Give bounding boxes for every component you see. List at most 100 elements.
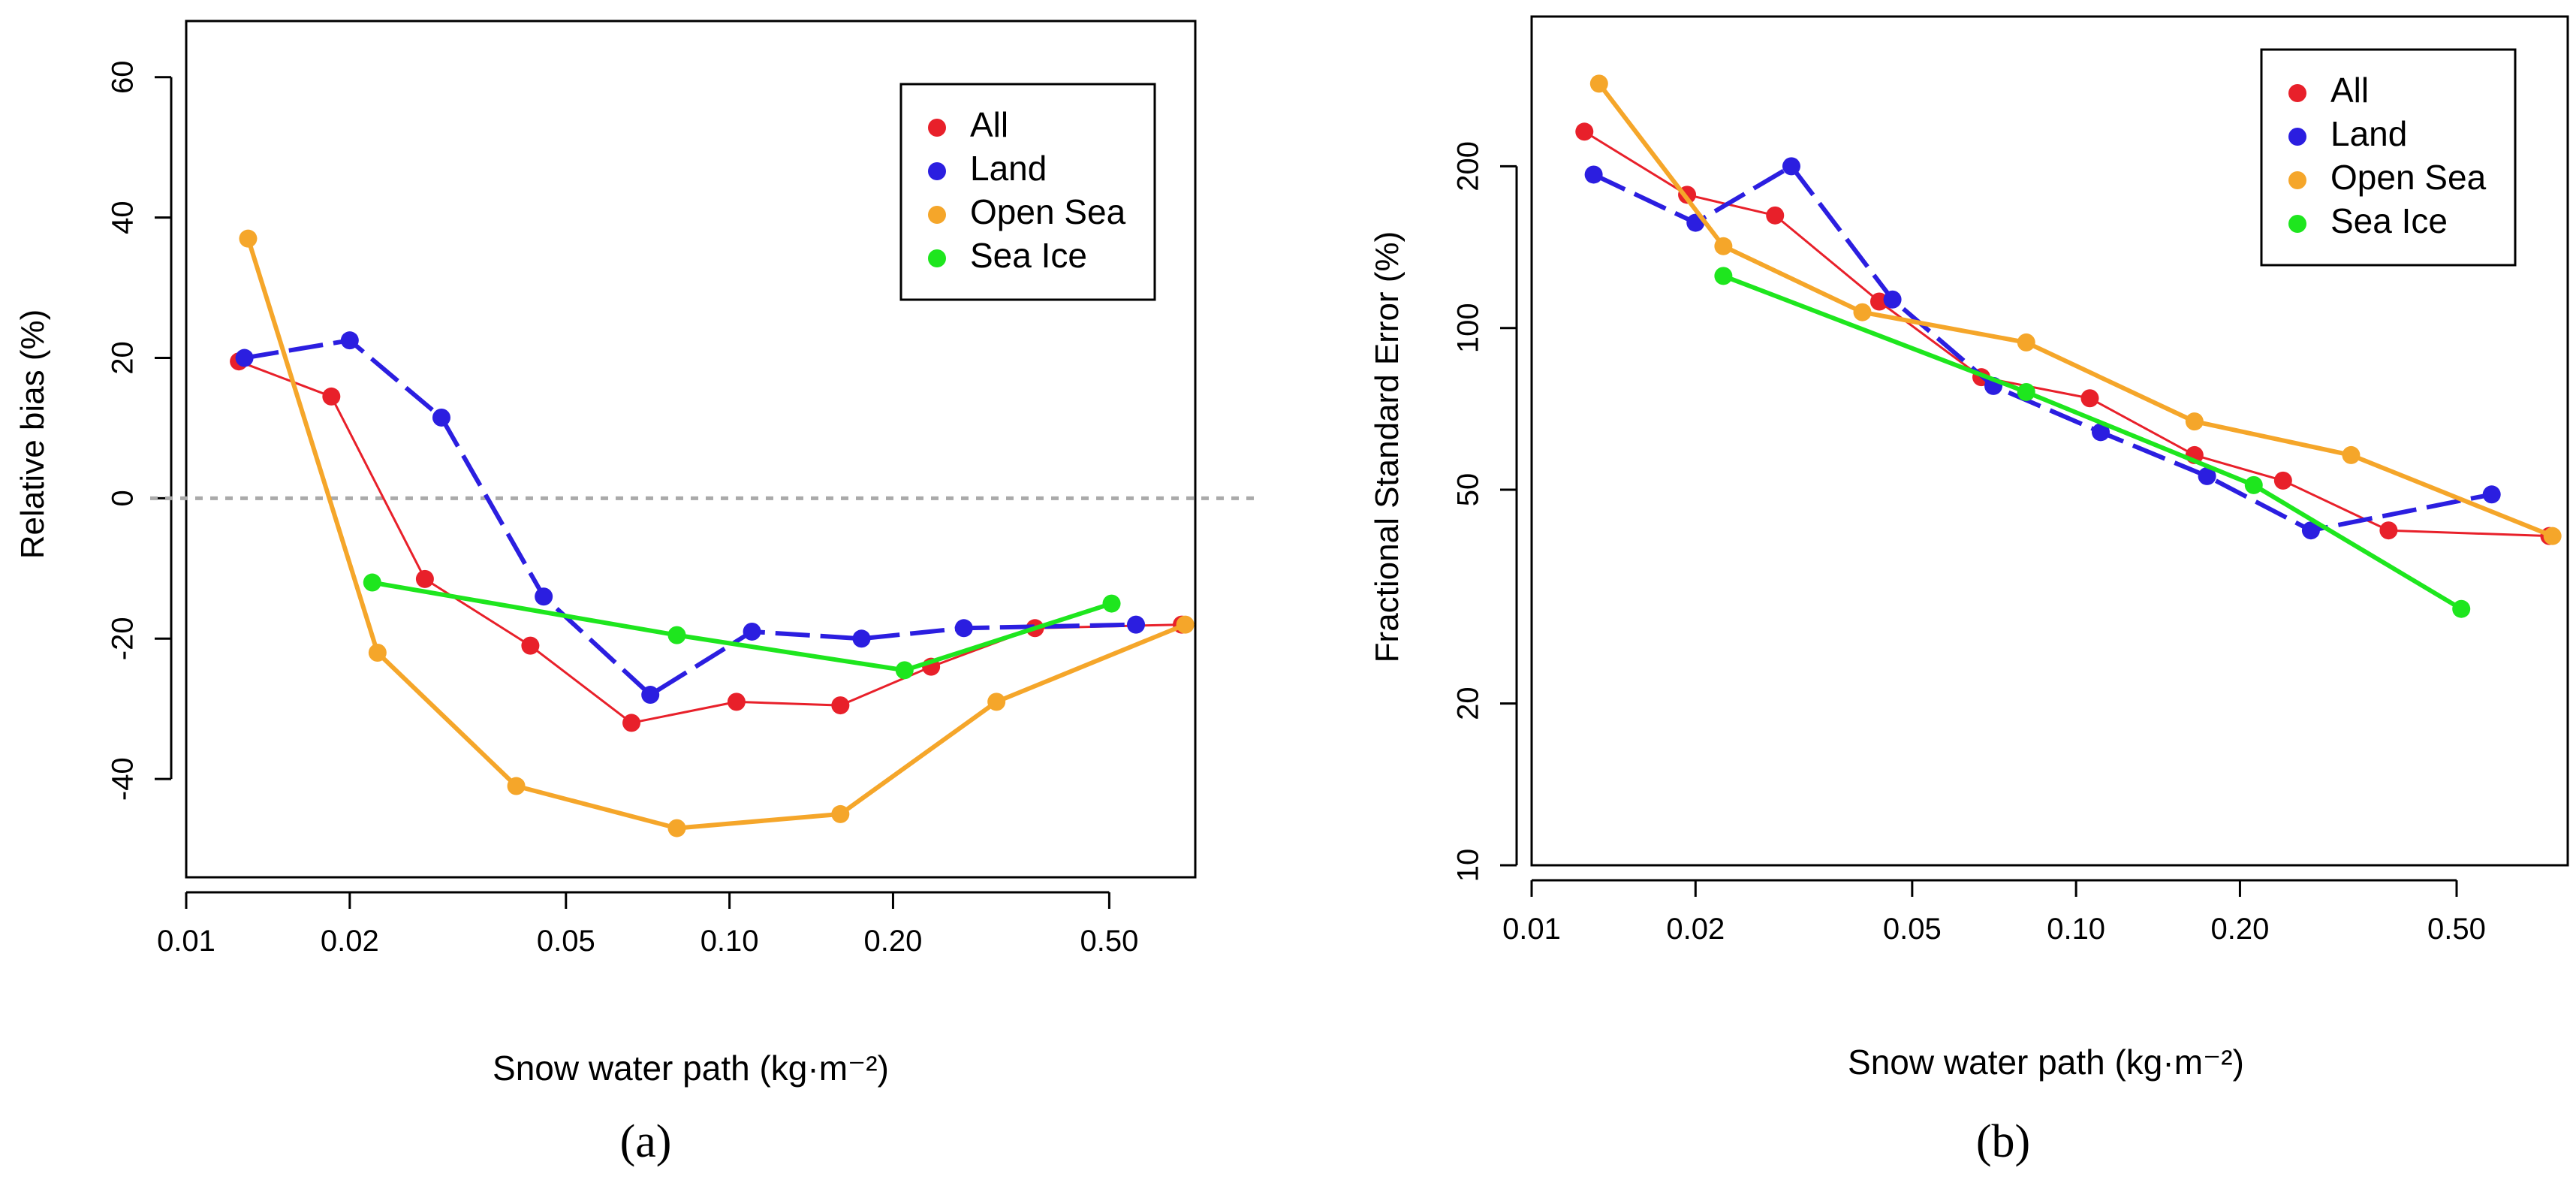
y-axis-label: Relative bias (%) xyxy=(14,309,51,560)
plot-frame xyxy=(185,20,1197,879)
y-tick-label: 20 xyxy=(1452,687,1485,720)
data-point-open-sea xyxy=(667,819,686,837)
data-point-sea-ice xyxy=(1714,267,1733,285)
data-point-land xyxy=(2301,521,2320,540)
y-tick-label: 50 xyxy=(1452,473,1485,507)
legend-label-all: All xyxy=(2330,71,2369,110)
data-point-open-sea xyxy=(239,229,258,248)
data-point-open-sea xyxy=(2185,412,2204,431)
data-point-sea-ice xyxy=(895,661,914,680)
x-tick-label: 0.20 xyxy=(864,925,923,958)
panel-label: (b) xyxy=(1976,1116,2030,1167)
data-point-land xyxy=(432,408,450,427)
data-point-land xyxy=(340,331,359,350)
data-point-land xyxy=(954,619,973,638)
data-point-land xyxy=(235,349,254,367)
data-point-land xyxy=(1127,615,1146,634)
data-point-land xyxy=(2482,485,2501,504)
data-point-open-sea xyxy=(2342,445,2361,464)
series-line-land xyxy=(244,338,1137,698)
series-line-sea-ice xyxy=(372,580,1113,673)
x-axis-label: Snow water path (kg·m⁻²) xyxy=(1848,1043,2244,1082)
x-tick-label: 0.01 xyxy=(157,925,215,958)
data-point-land xyxy=(852,629,871,648)
data-point-sea-ice xyxy=(1102,594,1121,613)
x-tick-label: 0.05 xyxy=(1883,913,1942,946)
legend-marker-open-sea xyxy=(2288,171,2306,189)
data-point-all xyxy=(521,636,540,655)
data-point-all xyxy=(831,696,850,715)
data-point-land xyxy=(2198,466,2216,485)
data-point-land xyxy=(641,686,660,705)
y-tick-label: 100 xyxy=(1452,303,1485,353)
legend-marker-land xyxy=(928,162,946,180)
data-point-open-sea xyxy=(2543,527,2562,545)
data-point-all xyxy=(1869,292,1888,311)
data-point-open-sea xyxy=(1176,615,1195,634)
data-point-all xyxy=(415,569,434,588)
y-tick-label: 60 xyxy=(107,61,140,95)
x-tick-label: 0.01 xyxy=(1502,913,1561,946)
x-axis-label: Snow water path (kg·m⁻²) xyxy=(493,1049,889,1088)
legend-marker-land xyxy=(2288,128,2306,146)
y-tick-label: -40 xyxy=(107,757,140,801)
legend-marker-open-sea xyxy=(928,206,946,224)
series-line-sea-ice xyxy=(1722,273,2463,611)
chart-panel-a: Relative bias (%) Snow water path (kg·m⁻… xyxy=(14,20,1255,1167)
x-tick-label: 0.05 xyxy=(537,925,595,958)
data-point-all xyxy=(622,714,641,732)
x-tick-label: 0.02 xyxy=(321,925,379,958)
y-tick-label: -20 xyxy=(107,617,140,660)
data-point-all xyxy=(2379,521,2398,540)
data-point-land xyxy=(535,587,553,606)
data-point-all xyxy=(1575,122,1594,141)
data-point-land xyxy=(2092,423,2111,442)
data-point-all xyxy=(322,387,341,406)
y-axis-label: Fractional Standard Error (%) xyxy=(1369,231,1406,663)
legend-label-land: Land xyxy=(970,149,1047,188)
y-tick-label: 0 xyxy=(107,490,140,506)
data-point-all xyxy=(2080,389,2099,408)
data-point-land xyxy=(1782,157,1800,176)
y-tick-label: 40 xyxy=(107,201,140,234)
legend-label-sea-ice: Sea Ice xyxy=(2330,201,2448,240)
x-tick-label: 0.02 xyxy=(1666,913,1725,946)
y-tick-label: 10 xyxy=(1452,849,1485,883)
legend-label-all: All xyxy=(970,105,1008,144)
y-tick-label: 20 xyxy=(107,341,140,375)
data-point-all xyxy=(2273,471,2292,490)
data-point-all xyxy=(727,693,746,711)
data-point-open-sea xyxy=(987,693,1006,711)
data-point-open-sea xyxy=(1853,303,1872,321)
data-point-open-sea xyxy=(2017,333,2035,352)
series-line-open-sea xyxy=(246,237,1186,831)
data-point-open-sea xyxy=(831,804,850,823)
data-point-all xyxy=(1766,206,1785,225)
data-point-open-sea xyxy=(507,777,526,795)
data-point-land xyxy=(743,622,761,641)
data-point-land xyxy=(1584,165,1603,184)
legend-label-land: Land xyxy=(2330,114,2407,153)
data-point-open-sea xyxy=(368,643,387,662)
x-tick-label: 0.10 xyxy=(2047,913,2105,946)
chart-panel-b: Fractional Standard Error (%) Snow water… xyxy=(1369,15,2569,1167)
data-point-open-sea xyxy=(1714,237,1733,255)
legend-marker-sea-ice xyxy=(2288,215,2306,233)
plot-frame xyxy=(1530,15,2569,867)
series-line-all xyxy=(1583,131,2550,538)
x-tick-label: 0.50 xyxy=(2427,913,2486,946)
legend-marker-all xyxy=(2288,84,2306,102)
x-tick-label: 0.10 xyxy=(700,925,759,958)
data-point-sea-ice xyxy=(2244,475,2263,494)
legend-label-sea-ice: Sea Ice xyxy=(970,236,1087,275)
panel-label: (a) xyxy=(620,1116,672,1167)
data-point-open-sea xyxy=(1589,74,1608,93)
legend-marker-all xyxy=(928,119,946,137)
legend-marker-sea-ice xyxy=(928,249,946,267)
x-tick-label: 0.20 xyxy=(2210,913,2269,946)
data-point-sea-ice xyxy=(2017,382,2035,401)
data-point-sea-ice xyxy=(667,626,686,644)
x-tick-label: 0.50 xyxy=(1080,925,1138,958)
legend-label-open-sea: Open Sea xyxy=(2330,158,2487,197)
